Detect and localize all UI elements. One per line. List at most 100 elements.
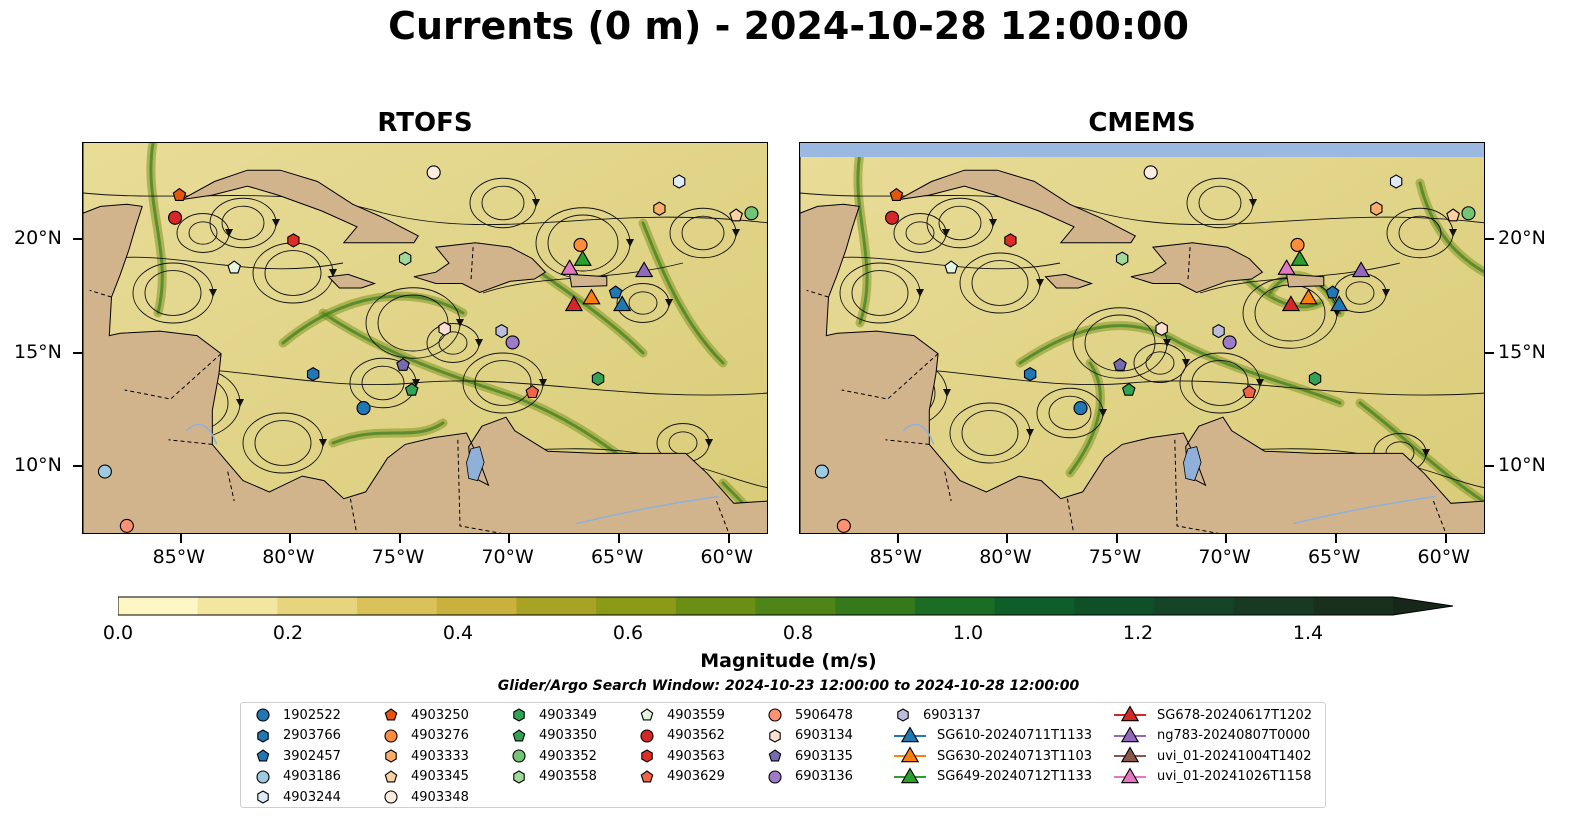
float-4903250	[172, 187, 187, 201]
legend-marker	[512, 728, 526, 741]
river	[185, 423, 218, 445]
legend-marker	[640, 769, 654, 782]
lon-tick-mark	[289, 534, 292, 543]
lon-tick-mark	[1334, 534, 1337, 543]
float-4903186	[814, 464, 829, 479]
land-mass	[1286, 273, 1325, 288]
legend-marker-shape	[256, 708, 270, 722]
legend-label: uvi_01-20241026T1158	[1157, 769, 1312, 784]
country-border	[1432, 500, 1447, 533]
legend-label: SG630-20240713T1103	[937, 748, 1093, 764]
lat-tick-mark	[1485, 238, 1494, 241]
map-rtofs	[82, 142, 768, 534]
glider-SG610-20240711T1133	[613, 295, 632, 312]
legend-marker-shape	[384, 769, 398, 782]
legend-label: 3902457	[283, 748, 341, 764]
legend-item: 4903244	[253, 787, 341, 807]
streamline	[1398, 215, 1442, 251]
legend-label: 4903352	[539, 748, 597, 764]
legend-marker-shape	[769, 728, 781, 743]
legend-label: 4903558	[539, 769, 597, 784]
legend-marker-shape	[513, 769, 525, 784]
float-4903562	[885, 210, 900, 225]
legend-marker	[768, 749, 782, 762]
legend-label: 4903333	[411, 748, 469, 764]
figure-title: Currents (0 m) - 2024-10-28 12:00:00	[388, 4, 1189, 48]
lat-tick-mark	[73, 465, 82, 468]
colorbar-extend-arrow	[1393, 597, 1453, 615]
legend-item: 6903135	[765, 746, 853, 766]
float-4903629	[1242, 385, 1257, 399]
legend-marker-shape	[641, 749, 653, 763]
float-4903276	[1290, 237, 1305, 253]
legend-marker-shape	[257, 790, 269, 804]
glider-uvi_01-20241026T1158	[560, 259, 579, 275]
legend-marker	[768, 769, 782, 784]
streamline-arrow	[989, 219, 997, 227]
streamline	[1191, 360, 1249, 406]
legend-item: 4903349	[509, 705, 597, 725]
legend-marker-shape	[900, 746, 920, 763]
float-4903186	[97, 464, 112, 479]
lat-tick-mark	[73, 238, 82, 241]
float-4903558	[1115, 251, 1129, 266]
legend-marker	[894, 746, 926, 763]
lon-tick-mark	[617, 534, 620, 543]
lake-maracaibo	[466, 446, 485, 482]
legend-item: 4903348	[381, 787, 469, 807]
legend-marker	[1114, 766, 1146, 783]
colorbar-segment	[596, 597, 677, 615]
legend-label: uvi_01-20241004T1402	[1157, 748, 1312, 764]
country-border	[1066, 498, 1075, 533]
legend-item: 3902457	[253, 746, 341, 766]
lon-tick-label: 80°W	[262, 546, 315, 568]
legend-item: 5906478	[765, 705, 853, 725]
streamline-arrow	[1099, 409, 1107, 417]
land-mass	[413, 242, 547, 294]
legend-marker	[384, 728, 398, 743]
streamline-arrow	[732, 229, 740, 237]
legend-label: 2903766	[283, 728, 341, 743]
current-core	[321, 311, 645, 475]
streamline-arrow	[665, 299, 673, 307]
legend-item: 6903134	[765, 726, 853, 746]
current-core	[1418, 181, 1484, 274]
streamline	[851, 270, 909, 316]
streamline	[361, 365, 405, 401]
streamline	[144, 270, 202, 316]
float-2903766	[1023, 366, 1037, 382]
float-4903562	[168, 210, 183, 225]
streamline	[681, 215, 725, 251]
lon-tick-label: 80°W	[979, 546, 1032, 568]
legend-marker-shape	[385, 749, 397, 763]
float-4903333	[1370, 201, 1383, 216]
legend-item: 4903558	[509, 767, 597, 787]
float-3902457	[1325, 285, 1340, 299]
lon-tick-label: 70°W	[481, 546, 534, 568]
colorbar-tick-label: 1.0	[952, 622, 984, 644]
float-1902522	[356, 401, 371, 416]
country-border	[1174, 439, 1220, 533]
streamline	[254, 420, 312, 466]
legend-item: SG610-20240711T1133	[893, 725, 1092, 746]
streamline	[1345, 281, 1375, 305]
float-4903559	[944, 260, 959, 274]
streamline-arrow	[539, 379, 547, 387]
streamline-arrow	[319, 439, 327, 447]
colorbar-segment	[994, 597, 1075, 615]
colorbar-segment	[277, 597, 358, 615]
legend-item: 2903766	[253, 726, 341, 746]
legend-marker-shape	[897, 708, 909, 722]
float-4903276	[573, 237, 588, 253]
lat-tick-label-left: 10°N	[14, 454, 62, 477]
panel-title-cmems: CMEMS	[1088, 108, 1196, 138]
land-mass	[1130, 242, 1264, 294]
land-mass	[83, 143, 767, 533]
map-cmems	[799, 142, 1485, 534]
float-4903250	[889, 187, 904, 201]
legend-item: 4903276	[381, 726, 469, 746]
legend-marker-shape	[512, 728, 526, 741]
float-4903629	[525, 385, 540, 399]
streamline	[1145, 351, 1175, 375]
glider-SG678-20240617T1202	[564, 295, 584, 312]
